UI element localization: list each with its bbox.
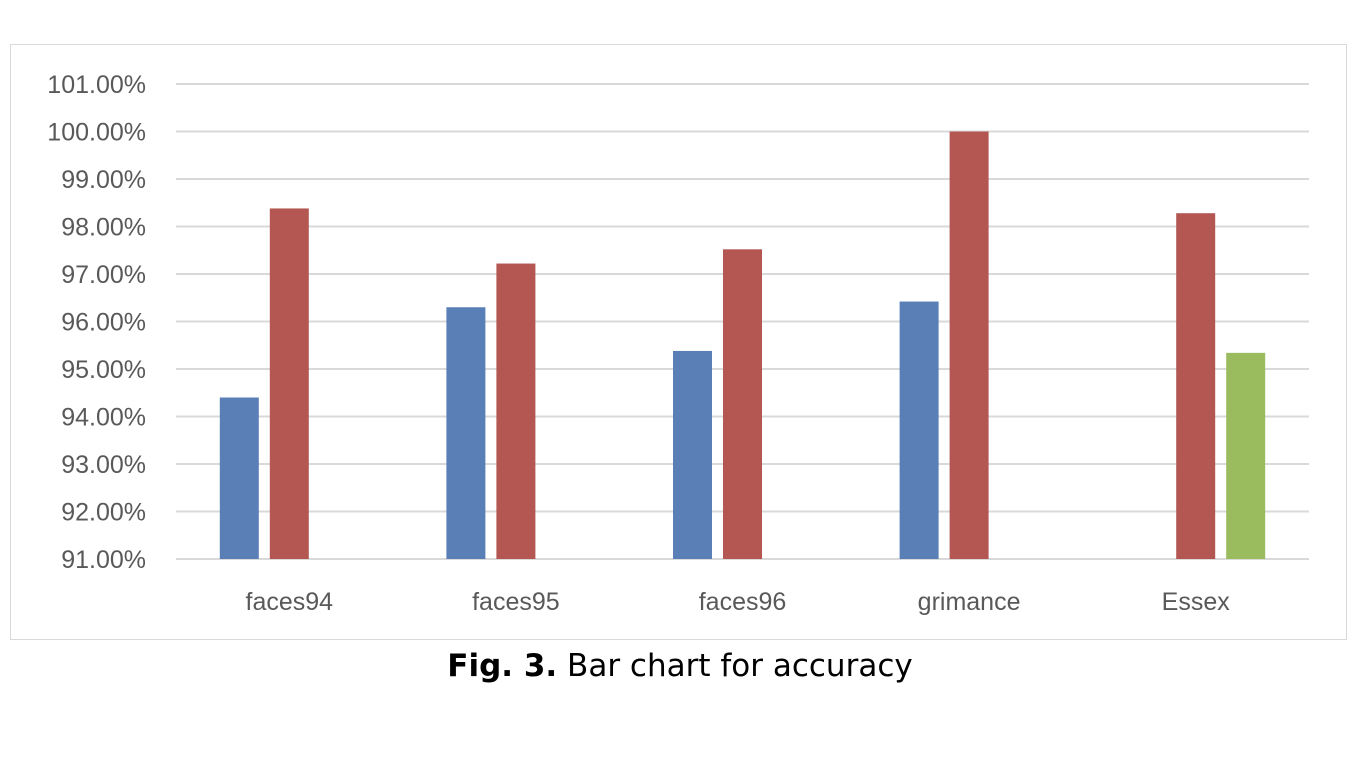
- y-tick-label: 91.00%: [61, 546, 146, 574]
- y-tick-label: 99.00%: [61, 166, 146, 194]
- chart-frame: 91.00% 92.00% 93.00% 94.00% 95.00% 96.00% 97.0…: [10, 44, 1347, 640]
- bar: [949, 131, 989, 559]
- x-category-label: faces95: [472, 588, 560, 616]
- bar: [1176, 213, 1216, 559]
- y-tick-label: 93.00%: [61, 451, 146, 479]
- caption-text: Bar chart for accuracy: [557, 648, 913, 684]
- x-category-label: faces96: [699, 588, 787, 616]
- x-category-label: grimance: [918, 588, 1021, 616]
- bar: [899, 301, 939, 559]
- bars: [219, 131, 1266, 560]
- bar: [723, 249, 762, 560]
- x-category-label: faces94: [246, 588, 334, 616]
- bar: [496, 263, 536, 559]
- y-tick-label: 92.00%: [61, 499, 146, 527]
- x-category-label: Essex: [1162, 588, 1231, 616]
- y-tick-label: 101.00%: [47, 71, 146, 99]
- y-tick-label: 96.00%: [61, 309, 146, 337]
- x-axis-category-labels: faces94 faces95 faces96 grimance Essex: [246, 588, 1231, 616]
- y-tick-label: 94.00%: [61, 404, 146, 432]
- y-axis-tick-labels: 91.00% 92.00% 93.00% 94.00% 95.00% 96.00% 97.0…: [47, 71, 146, 574]
- bar: [673, 350, 712, 559]
- caption-label: Fig. 3.: [447, 648, 558, 684]
- bar: [446, 307, 486, 559]
- bar: [269, 208, 309, 559]
- figure-caption: Fig. 3. Bar chart for accuracy: [0, 648, 1360, 684]
- y-tick-label: 95.00%: [61, 356, 146, 384]
- y-tick-label: 98.00%: [61, 214, 146, 242]
- bar: [1226, 352, 1266, 559]
- y-tick-label: 100.00%: [47, 119, 146, 147]
- bar-chart: 91.00% 92.00% 93.00% 94.00% 95.00% 96.00% 97.0…: [47, 71, 1309, 616]
- bar: [219, 397, 259, 559]
- y-tick-label: 97.00%: [61, 261, 146, 289]
